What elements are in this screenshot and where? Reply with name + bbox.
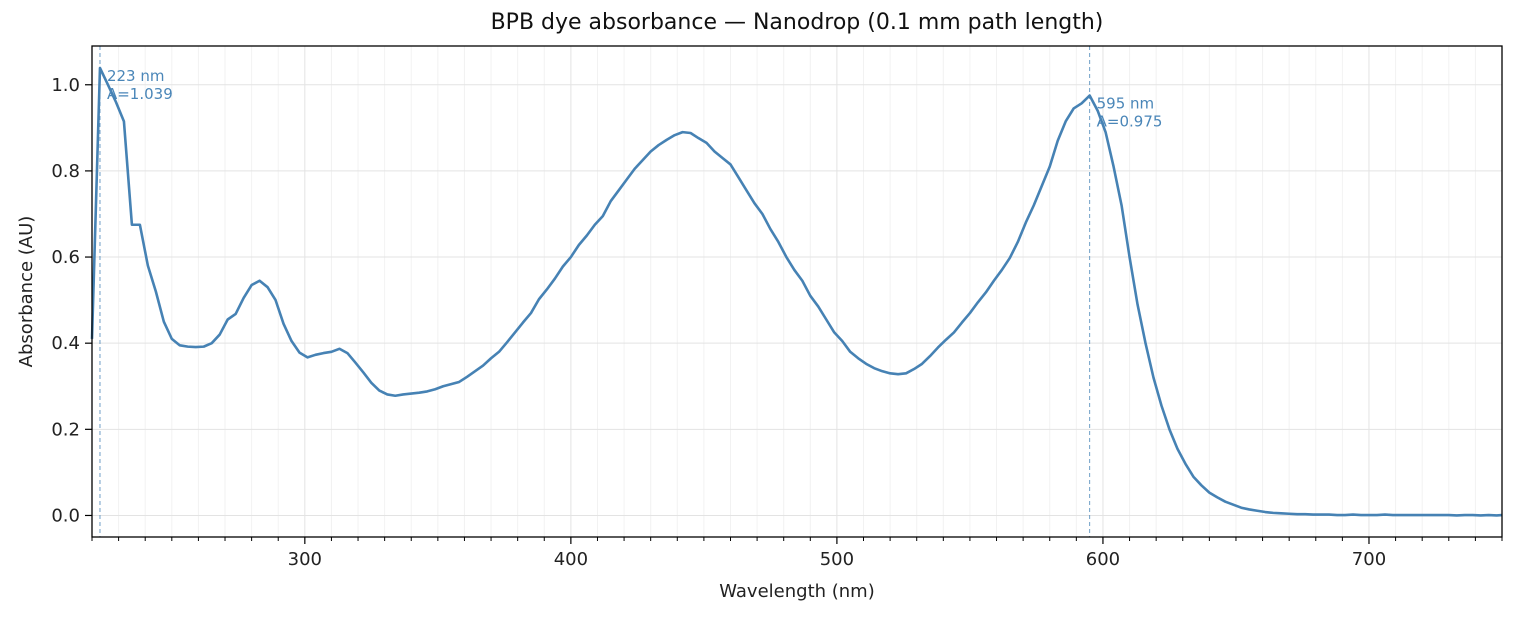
x-tick-label: 600 [1086,549,1120,570]
y-tick-label: 0.6 [51,247,80,268]
series-line [90,66,1503,517]
plot-frame [91,45,1503,538]
chart-title: BPB dye absorbance — Nanodrop (0.1 mm pa… [490,10,1104,35]
y-tick-label: 0.0 [51,505,80,526]
annotations: 223 nm A=1.039 595 nm A=0.975 [107,67,1162,131]
y-tick-label: 0.4 [51,333,80,354]
y-tick-label: 0.8 [51,161,80,182]
x-tick-label: 500 [820,549,854,570]
x-tick-label: 700 [1352,549,1386,570]
grid-lines [91,46,1503,537]
x-tick-label: 400 [554,549,588,570]
peak-markers [99,46,1091,537]
x-axis-ticks: 300 400 500 600 700 [91,537,1503,570]
annotation-peak-2-wavelength: 595 nm [1097,95,1155,113]
y-axis-ticks: 0.0 0.2 0.4 0.6 0.8 1.0 [51,75,92,526]
y-tick-label: 1.0 [51,75,80,96]
x-tick-label: 300 [288,549,322,570]
annotation-peak-1-wavelength: 223 nm [107,67,165,85]
annotation-peak-1-value: A=1.039 [107,85,173,103]
y-axis-label: Absorbance (AU) [16,216,37,368]
annotation-peak-2-value: A=0.975 [1097,113,1163,131]
x-axis-label: Wavelength (nm) [719,581,875,602]
y-tick-label: 0.2 [51,419,80,440]
series-layer [90,66,1503,517]
